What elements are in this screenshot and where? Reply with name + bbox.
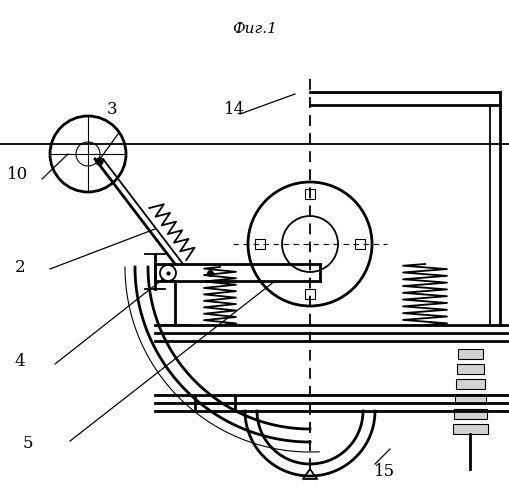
Bar [452, 424, 487, 434]
Text: 5: 5 [23, 436, 33, 453]
Bar [453, 409, 486, 419]
Text: 4: 4 [15, 352, 25, 369]
Bar [457, 349, 482, 359]
Bar [304, 289, 315, 299]
Bar [454, 394, 485, 404]
Text: 2: 2 [15, 258, 25, 275]
Text: 10: 10 [7, 166, 29, 183]
Bar [354, 239, 364, 249]
Text: 14: 14 [224, 100, 245, 117]
Text: 3: 3 [106, 100, 117, 117]
Bar [455, 379, 484, 389]
Text: Фиг.1: Фиг.1 [232, 22, 277, 36]
Bar [456, 364, 483, 374]
Text: 15: 15 [374, 463, 395, 480]
Bar [304, 189, 315, 199]
Bar [254, 239, 265, 249]
